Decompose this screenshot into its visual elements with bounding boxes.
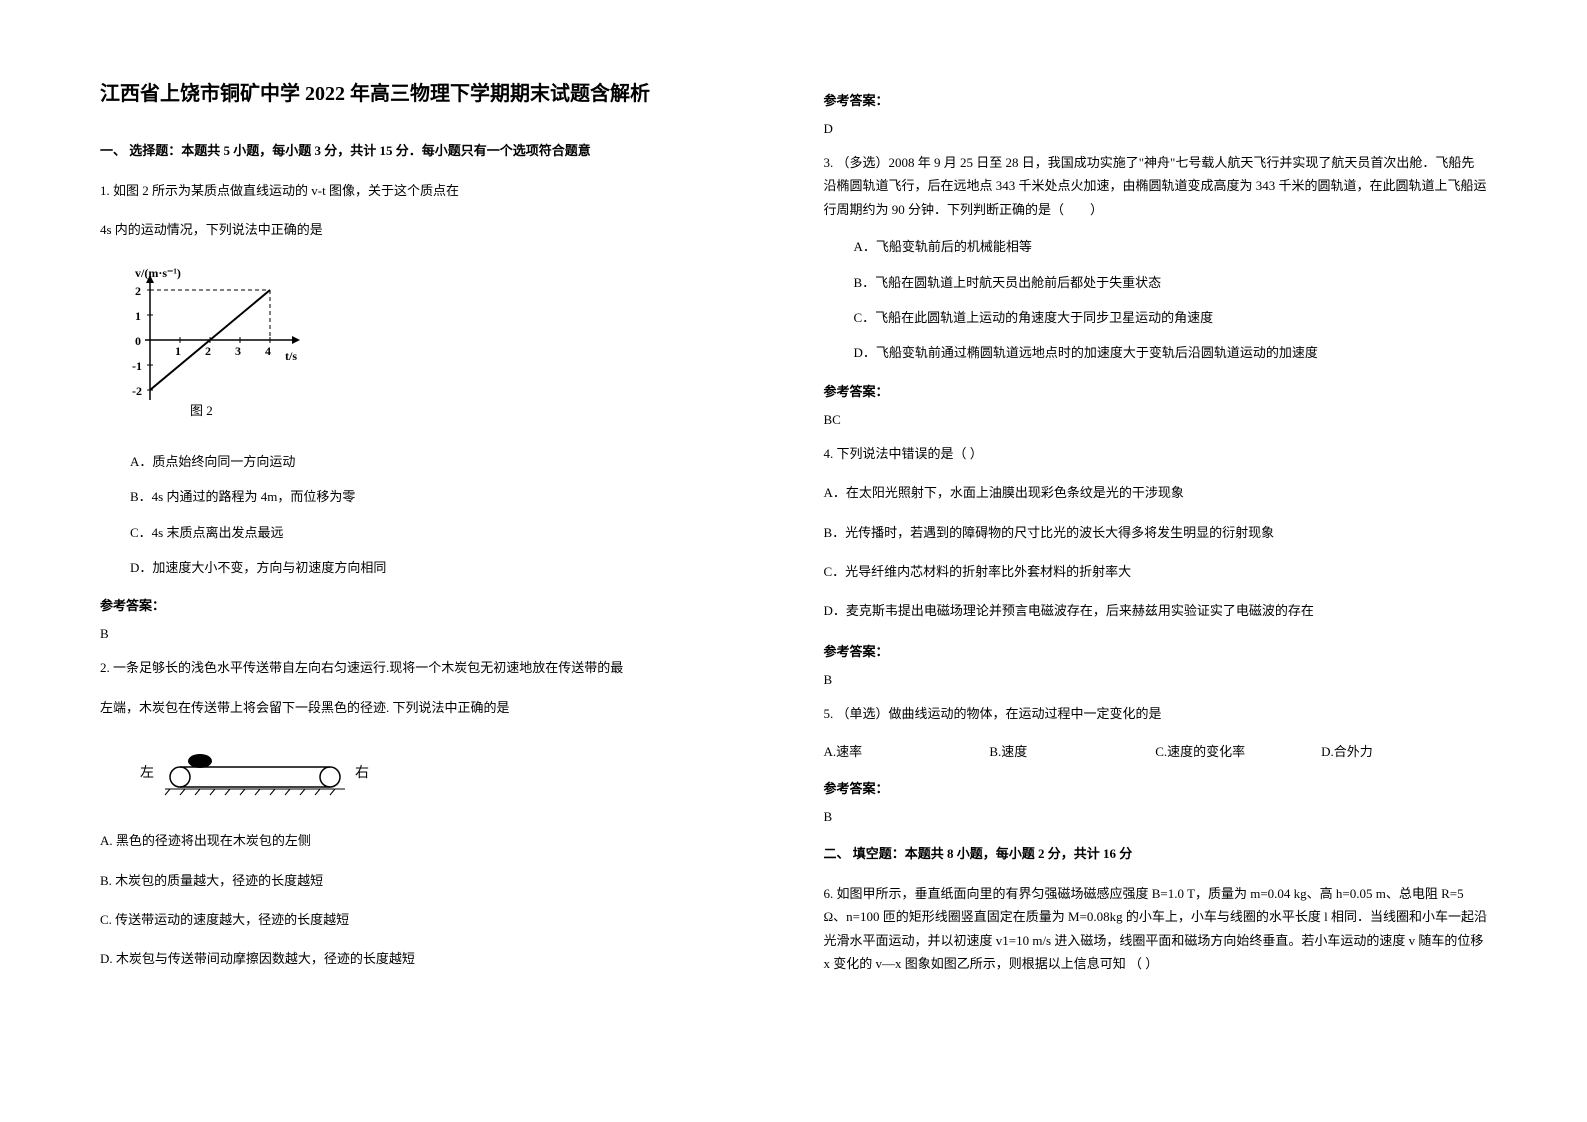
q5-answer-label: 参考答案：	[824, 778, 1488, 797]
q1-chart: v/(m·s⁻¹) 2 1 0 -1 -2 1 2 3 4 t/s	[120, 265, 764, 429]
xtick-1: 1	[175, 344, 181, 358]
section1-header: 一、 选择题：本题共 5 小题，每小题 3 分，共计 15 分．每小题只有一个选…	[100, 140, 764, 159]
document-title: 江西省上饶市铜矿中学 2022 年高三物理下学期期末试题含解析	[100, 80, 764, 108]
q2-text: 2. 一条足够长的浅色水平传送带自左向右匀速运行.现将一个木炭包无初速地放在传送…	[100, 656, 764, 679]
q2-opt-a: A. 黑色的径迹将出现在木炭包的左侧	[100, 829, 764, 852]
ytick-0: 0	[135, 334, 141, 348]
ytick-n2: -2	[132, 384, 142, 398]
q2-answer: D	[824, 121, 1488, 137]
q1-opt-b: B．4s 内通过的路程为 4m，而位移为零	[130, 485, 764, 508]
left-column: 江西省上饶市铜矿中学 2022 年高三物理下学期期末试题含解析 一、 选择题：本…	[100, 80, 764, 1042]
q5-opt-d: D.合外力	[1321, 741, 1487, 760]
ytick-1: 1	[135, 309, 141, 323]
hatch3	[195, 789, 200, 795]
q5-opt-b: B.速度	[989, 741, 1155, 760]
q2-opt-c: C. 传送带运动的速度越大，径迹的长度越短	[100, 908, 764, 931]
hatch7	[255, 789, 260, 795]
hatch12	[330, 789, 335, 795]
q4-opt-b: B．光传播时，若遇到的障碍物的尺寸比光的波长大得多将发生明显的衍射现象	[824, 521, 1488, 544]
q3-opt-a: A．飞船变轨前后的机械能相等	[854, 235, 1488, 258]
q2-text2: 左端，木炭包在传送带上将会留下一段黑色的径迹. 下列说法中正确的是	[100, 696, 764, 719]
xlabel: t/s	[285, 349, 297, 363]
q1-opt-d: D．加速度大小不变，方向与初速度方向相同	[130, 556, 764, 579]
section2-header: 二、 填空题：本题共 8 小题，每小题 2 分，共计 16 分	[824, 843, 1488, 862]
left-roller	[170, 767, 190, 787]
xtick-4: 4	[265, 344, 271, 358]
right-roller	[320, 767, 340, 787]
right-column: 参考答案： D 3. （多选）2008 年 9 月 25 日至 28 日，我国成…	[824, 80, 1488, 1042]
q3-opt-b: B．飞船在圆轨道上时航天员出舱前后都处于失重状态	[854, 271, 1488, 294]
hatch5	[225, 789, 230, 795]
x-axis-arrow	[292, 336, 300, 344]
q1-opt-a: A．质点始终向同一方向运动	[130, 450, 764, 473]
q5-options-row: A.速率 B.速度 C.速度的变化率 D.合外力	[824, 741, 1488, 760]
q3-opt-d: D．飞船变轨前通过椭圆轨道远地点时的加速度大于变轨后沿圆轨道运动的加速度	[854, 341, 1488, 364]
q4-opt-d: D．麦克斯韦提出电磁场理论并预言电磁波存在，后来赫兹用实验证实了电磁波的存在	[824, 599, 1488, 622]
q4-opt-c: C．光导纤维内芯材料的折射率比外套材料的折射率大	[824, 560, 1488, 583]
q2-diagram: 左 右	[140, 747, 764, 801]
hatch2	[180, 789, 185, 795]
q4-opt-a: A．在太阳光照射下，水面上油膜出现彩色条纹是光的干涉现象	[824, 481, 1488, 504]
hatch6	[240, 789, 245, 795]
q1-opt-c: C．4s 末质点离出发点最远	[130, 521, 764, 544]
ytick-n1: -1	[132, 359, 142, 373]
package	[188, 754, 212, 768]
q6-text: 6. 如图甲所示，垂直纸面向里的有界匀强磁场磁感应强度 B=1.0 T，质量为 …	[824, 882, 1488, 976]
hatch4	[210, 789, 215, 795]
q1-answer: B	[100, 626, 764, 642]
hatch10	[300, 789, 305, 795]
q2-opt-b: B. 木炭包的质量越大，径迹的长度越短	[100, 869, 764, 892]
xtick-2: 2	[205, 344, 211, 358]
q5-answer: B	[824, 809, 1488, 825]
hatch9	[285, 789, 290, 795]
left-label: 左	[140, 765, 154, 781]
q3-answer: BC	[824, 412, 1488, 428]
q3-opt-c: C．飞船在此圆轨道上运动的角速度大于同步卫星运动的角速度	[854, 306, 1488, 329]
q1-text: 1. 如图 2 所示为某质点做直线运动的 v-t 图像，关于这个质点在	[100, 179, 764, 202]
q1-answer-label: 参考答案：	[100, 595, 764, 614]
q5-opt-c: C.速度的变化率	[1155, 741, 1321, 760]
ytick-2: 2	[135, 284, 141, 298]
q2-answer-label: 参考答案：	[824, 90, 1488, 109]
hatch1	[165, 789, 170, 795]
q2-opt-d: D. 木炭包与传送带间动摩擦因数越大，径迹的长度越短	[100, 947, 764, 970]
right-label: 右	[355, 765, 369, 781]
hatch11	[315, 789, 320, 795]
q1-text2: 4s 内的运动情况，下列说法中正确的是	[100, 218, 764, 241]
hatch8	[270, 789, 275, 795]
q3-text: 3. （多选）2008 年 9 月 25 日至 28 日，我国成功实施了"神舟"…	[824, 151, 1488, 221]
q3-answer-label: 参考答案：	[824, 381, 1488, 400]
q4-text: 4. 下列说法中错误的是（ ）	[824, 442, 1488, 465]
q4-answer-label: 参考答案：	[824, 641, 1488, 660]
ylabel: v/(m·s⁻¹)	[135, 266, 181, 280]
q5-text: 5. （单选）做曲线运动的物体，在运动过程中一定变化的是	[824, 702, 1488, 725]
conveyor-svg: 左 右	[140, 747, 380, 797]
vt-chart-svg: v/(m·s⁻¹) 2 1 0 -1 -2 1 2 3 4 t/s	[120, 265, 320, 425]
q5-opt-a: A.速率	[824, 741, 990, 760]
chart-caption: 图 2	[190, 403, 213, 418]
xtick-3: 3	[235, 344, 241, 358]
q4-answer: B	[824, 672, 1488, 688]
